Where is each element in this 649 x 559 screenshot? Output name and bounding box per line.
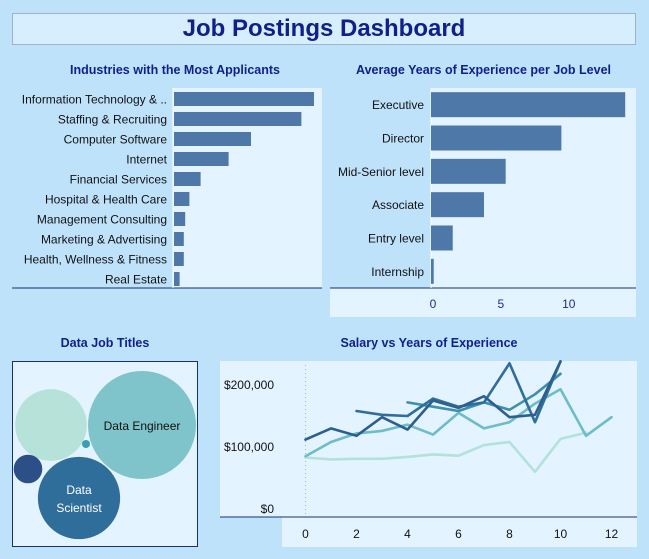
salary-series-line	[304, 387, 613, 458]
industry-bar	[174, 232, 184, 246]
experience-x-tick: 0	[430, 297, 437, 311]
industry-label: Information Technology & ..	[22, 93, 167, 107]
salary-chart-title: Salary vs Years of Experience	[340, 336, 518, 350]
experience-label: Mid-Senior level	[338, 165, 424, 179]
bubbles-chart-title: Data Job Titles	[60, 336, 150, 350]
industry-label: Financial Services	[70, 173, 167, 187]
experience-label: Director	[382, 132, 424, 146]
salary-x-tick: 4	[404, 527, 411, 541]
industry-label: Real Estate	[105, 273, 167, 287]
salary-x-tick: 12	[605, 527, 619, 541]
salary-y-tick: $100,000	[224, 440, 274, 454]
industry-bar	[174, 152, 229, 166]
salary-x-tick: 8	[506, 527, 513, 541]
salary-y-tick: $200,000	[224, 378, 274, 392]
bubble-label: Data Engineer	[104, 419, 181, 433]
job-title-bubble	[88, 371, 196, 479]
salary-series-line	[304, 431, 588, 474]
experience-bar	[431, 92, 626, 118]
salary-series-line	[304, 360, 562, 441]
experience-x-tick: 5	[498, 297, 505, 311]
industry-bar	[174, 252, 184, 266]
bubble-label: Data	[66, 483, 92, 497]
experience-plot-area	[431, 88, 636, 288]
experience-label: Entry level	[368, 232, 424, 246]
job-title-bubble	[15, 389, 87, 461]
experience-bar	[431, 225, 453, 251]
experience-x-axis-band	[330, 288, 636, 317]
industry-bar	[174, 272, 180, 286]
industry-label: Hospital & Health Care	[45, 193, 167, 207]
dashboard-title: Job Postings Dashboard	[182, 15, 466, 42]
dashboard-title-box: Job Postings Dashboard	[12, 13, 636, 45]
industry-bar	[174, 212, 186, 226]
industry-bar	[174, 172, 201, 186]
experience-bar	[431, 158, 506, 184]
industry-bar	[174, 132, 251, 146]
salary-x-axis-band	[282, 517, 637, 547]
industries-chart-title: Industries with the Most Applicants	[70, 63, 280, 77]
experience-bar	[431, 258, 434, 284]
job-title-bubble	[82, 440, 90, 448]
job-title-bubble	[37, 456, 121, 540]
experience-bar	[431, 192, 484, 218]
experience-chart-title: Average Years of Experience per Job Leve…	[356, 63, 611, 77]
job-title-bubble	[13, 454, 43, 484]
experience-label: Associate	[372, 198, 424, 212]
salary-y-tick: $0	[261, 502, 275, 516]
industry-bar	[174, 192, 190, 206]
industry-bar	[174, 112, 302, 126]
industry-label: Management Consulting	[37, 213, 167, 227]
industry-label: Marketing & Advertising	[41, 233, 167, 247]
salary-x-tick: 10	[554, 527, 568, 541]
experience-bar	[431, 125, 562, 151]
industry-bar	[174, 92, 314, 106]
salary-plot-area	[220, 361, 637, 517]
salary-x-tick: 6	[455, 527, 462, 541]
salary-x-tick: 0	[302, 527, 309, 541]
experience-label: Executive	[372, 98, 424, 112]
salary-x-tick: 2	[353, 527, 360, 541]
industry-label: Staffing & Recruiting	[58, 113, 167, 127]
industry-label: Internet	[126, 153, 167, 167]
industry-label: Computer Software	[64, 133, 168, 147]
bubble-label: Scientist	[56, 501, 102, 515]
industry-label: Health, Wellness & Fitness	[24, 253, 167, 267]
experience-x-tick: 10	[562, 297, 576, 311]
experience-label: Internship	[371, 265, 424, 279]
